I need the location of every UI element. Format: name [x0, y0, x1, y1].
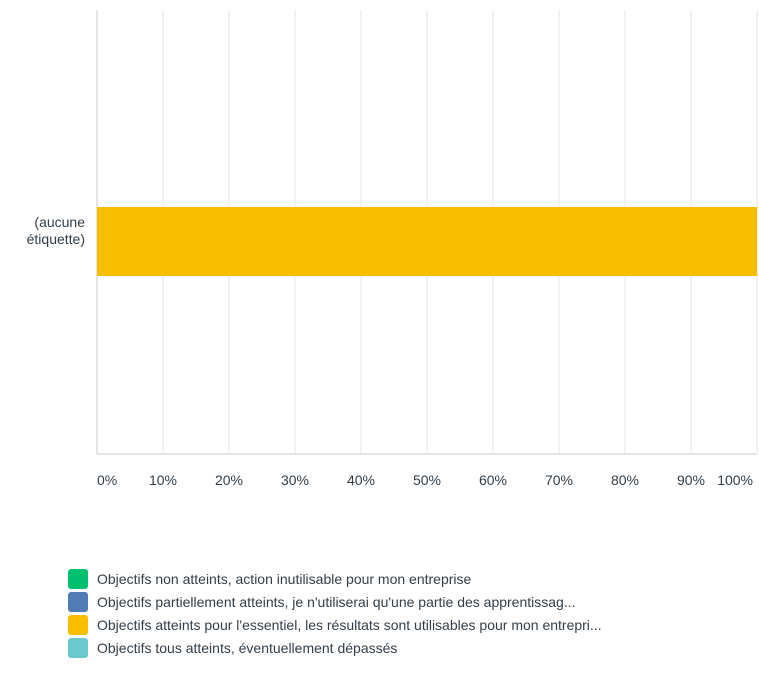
x-tick-label: 50% [413, 472, 441, 488]
legend-label: Objectifs partiellement atteints, je n'u… [97, 593, 576, 610]
legend-item-objectifs-atteints-essentiel[interactable]: Objectifs atteints pour l'essentiel, les… [68, 613, 748, 636]
x-tick-label: 20% [215, 472, 243, 488]
legend-item-objectifs-non-atteints[interactable]: Objectifs non atteints, action inutilisa… [68, 567, 748, 590]
x-tick-label: 10% [149, 472, 177, 488]
x-tick-label: 60% [479, 472, 507, 488]
legend-label: Objectifs tous atteints, éventuellement … [97, 639, 398, 656]
x-tick-label: 40% [347, 472, 375, 488]
legend-swatch [68, 591, 88, 612]
legend-swatch [68, 614, 88, 635]
bar-segment [97, 207, 757, 276]
bar-chart: 0% 10% 20% 30% 40% 50% 60% 70% 80% 90% 100% (aucune… [27, 10, 758, 488]
x-tick-label: 100% [717, 472, 753, 488]
x-tick-label: 70% [545, 472, 573, 488]
legend-swatch [68, 637, 88, 658]
category-label: (aucune étiquette) [27, 214, 86, 247]
x-tick-label: 0% [97, 472, 117, 488]
legend: Objectifs non atteints, action inutilisa… [68, 567, 748, 659]
x-tick-label: 30% [281, 472, 309, 488]
legend-swatch [68, 568, 88, 589]
legend-label: Objectifs non atteints, action inutilisa… [97, 570, 472, 587]
legend-label: Objectifs atteints pour l'essentiel, les… [97, 616, 602, 633]
x-tick-label: 90% [677, 472, 705, 488]
legend-item-objectifs-partiellement-atteints[interactable]: Objectifs partiellement atteints, je n'u… [68, 590, 748, 613]
x-tick-label: 80% [611, 472, 639, 488]
legend-item-objectifs-tous-atteints[interactable]: Objectifs tous atteints, éventuellement … [68, 636, 748, 659]
chart-area: 0% 10% 20% 30% 40% 50% 60% 70% 80% 90% 100% (aucune… [27, 10, 758, 488]
